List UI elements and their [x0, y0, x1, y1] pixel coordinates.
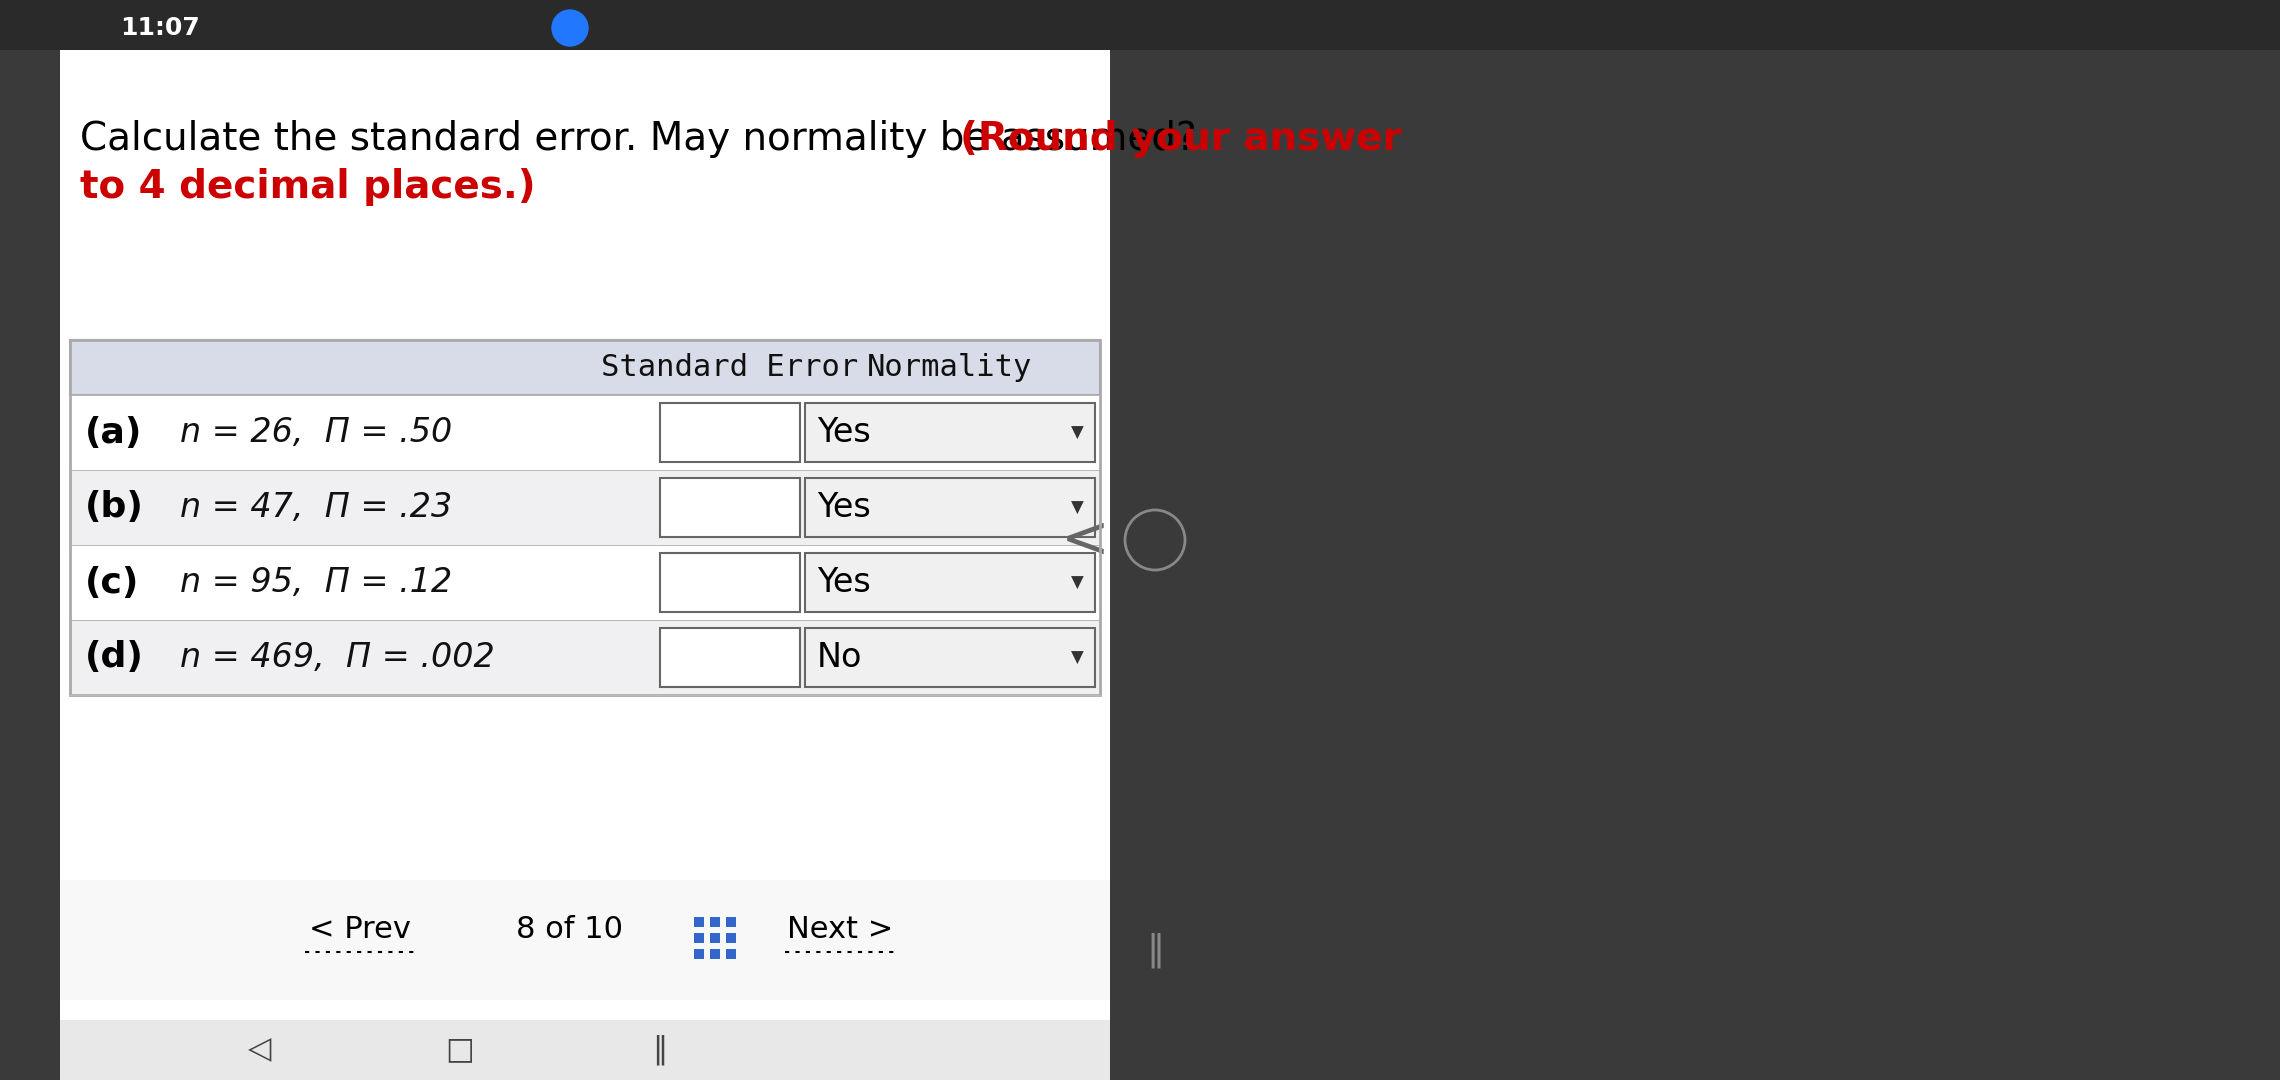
Bar: [709, 949, 720, 959]
Circle shape: [552, 10, 588, 46]
Text: (Round your answer: (Round your answer: [960, 120, 1402, 158]
Bar: [693, 917, 705, 927]
Bar: [709, 917, 720, 927]
Bar: [59, 50, 1110, 1020]
Text: n = 26,  Π = .50: n = 26, Π = .50: [180, 416, 451, 449]
Text: ▼: ▼: [1072, 573, 1083, 592]
Bar: [805, 403, 1094, 462]
Text: (b): (b): [84, 490, 144, 525]
Bar: [0, 0, 2280, 50]
Bar: [725, 917, 736, 927]
Bar: [71, 340, 1099, 696]
Text: ◁: ◁: [249, 1036, 271, 1065]
Text: ▼: ▼: [1072, 648, 1083, 666]
Text: < Prev: < Prev: [310, 916, 410, 945]
Bar: [59, 1020, 1110, 1080]
Text: n = 95,  Π = .12: n = 95, Π = .12: [180, 566, 451, 599]
Bar: [659, 553, 800, 612]
Bar: [71, 470, 1099, 545]
Text: □: □: [445, 1036, 474, 1065]
Text: Yes: Yes: [816, 491, 871, 524]
Text: Calculate the standard error. May normality be assumed?: Calculate the standard error. May normal…: [80, 120, 1208, 158]
Bar: [805, 478, 1094, 537]
Text: to 4 decimal places.): to 4 decimal places.): [80, 168, 536, 206]
Bar: [659, 478, 800, 537]
Bar: [71, 395, 1099, 470]
Text: (c): (c): [84, 566, 139, 599]
Text: No: No: [816, 642, 862, 674]
Bar: [709, 933, 720, 943]
Text: n = 469,  Π = .002: n = 469, Π = .002: [180, 642, 495, 674]
Bar: [59, 880, 1110, 1000]
Bar: [805, 553, 1094, 612]
Text: Standard Error: Standard Error: [602, 353, 860, 382]
Bar: [71, 340, 1099, 395]
Bar: [693, 933, 705, 943]
Text: ‖: ‖: [652, 1035, 668, 1065]
Text: ▼: ▼: [1072, 423, 1083, 442]
Bar: [725, 949, 736, 959]
Bar: [71, 620, 1099, 696]
Text: ‖: ‖: [1147, 932, 1165, 968]
Text: <: <: [1060, 512, 1110, 568]
Text: ▼: ▼: [1072, 499, 1083, 516]
Bar: [805, 627, 1094, 687]
Bar: [725, 933, 736, 943]
Text: Next >: Next >: [787, 916, 894, 945]
Text: Normality: Normality: [866, 353, 1033, 382]
Text: Yes: Yes: [816, 566, 871, 599]
Bar: [693, 949, 705, 959]
Text: 8 of 10: 8 of 10: [518, 916, 622, 945]
Text: (d): (d): [84, 640, 144, 675]
Bar: [659, 403, 800, 462]
Bar: [659, 627, 800, 687]
Text: Yes: Yes: [816, 416, 871, 449]
Text: (a): (a): [84, 416, 141, 449]
Text: 11:07: 11:07: [121, 16, 201, 40]
Text: n = 47,  Π = .23: n = 47, Π = .23: [180, 491, 451, 524]
Bar: [71, 545, 1099, 620]
